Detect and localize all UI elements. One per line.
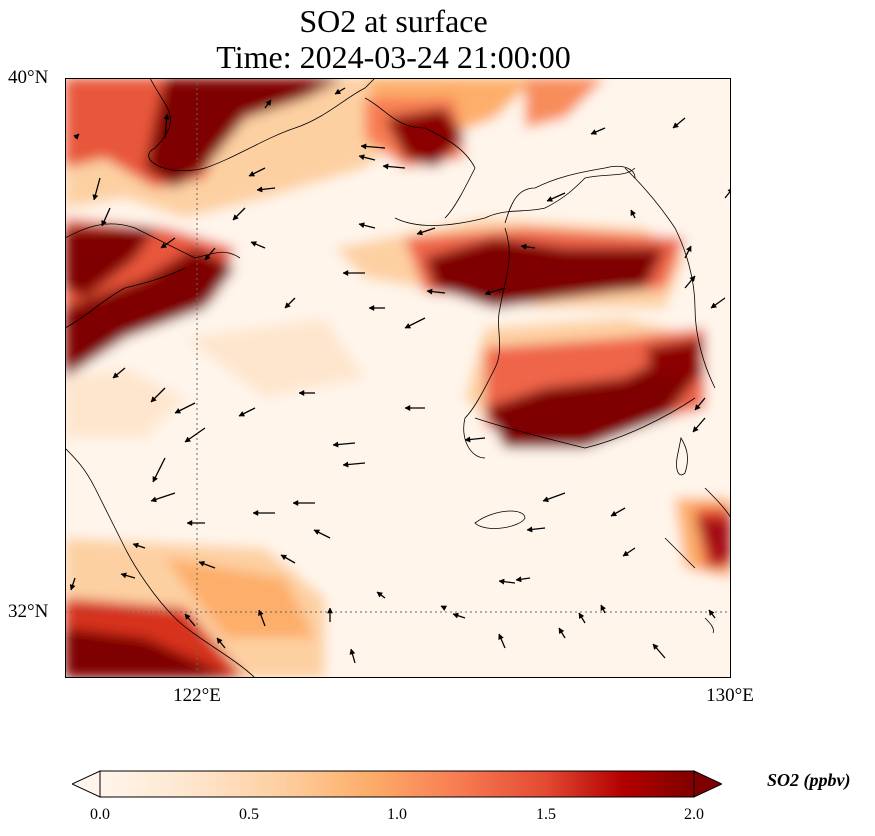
wind-arrow-head: [464, 436, 471, 443]
wind-arrow-head: [280, 554, 288, 561]
wind-arrow-head: [92, 194, 99, 201]
colorbar: [70, 770, 724, 798]
colorbar-tick: 0.5: [239, 806, 259, 823]
wind-arrow-head: [652, 643, 659, 650]
wind-arrow-head: [404, 322, 412, 329]
wind-arrow-head: [672, 122, 679, 129]
wind-arrow-head: [101, 219, 107, 227]
wind-arrow-head: [498, 578, 505, 585]
wind-arrow-head: [630, 209, 637, 217]
so2-map: [65, 78, 731, 678]
wind-arrow-head: [694, 404, 701, 411]
wind-arrow-head: [416, 229, 423, 236]
wind-arrow-head: [250, 241, 258, 247]
wind-arrow-head: [112, 372, 119, 379]
wind-arrow-head: [73, 133, 80, 140]
wind-arrow-head: [298, 389, 305, 397]
wind-arrow-head: [452, 612, 459, 619]
colorbar-extend-high: [693, 770, 724, 798]
wind-arrow-head: [578, 612, 585, 620]
wind-arrow-head: [150, 496, 157, 503]
wind-arrow-head: [685, 245, 692, 253]
wind-arrow-head: [120, 572, 127, 579]
wind-arrow-head: [163, 113, 170, 120]
wind-arrow-head: [252, 509, 259, 517]
wind-arrow-head: [326, 607, 334, 614]
wind-arrow-head: [238, 410, 246, 417]
lon-tick-130e: 130°E: [706, 685, 754, 706]
wind-arrow-head: [610, 510, 618, 517]
wind-arrow-head: [150, 396, 157, 403]
wind-arrow-head: [590, 129, 598, 135]
wind-arrow-head: [558, 627, 565, 635]
wind-arrow-head: [358, 154, 365, 161]
wind-arrow-head: [152, 475, 159, 483]
wind-arrow-head: [368, 304, 375, 312]
wind-arrow-head: [265, 99, 272, 107]
wind-arrow-head: [358, 222, 365, 229]
wind-arrow-head: [710, 302, 718, 309]
wind-arrow-head: [256, 186, 263, 193]
wind-arrow-head: [160, 242, 168, 249]
wind-arrow-head: [216, 637, 223, 644]
colorbar-tick: 2.0: [684, 806, 704, 823]
so2-field: [65, 78, 731, 678]
gridlines: [65, 78, 731, 678]
wind-arrow-head: [186, 519, 193, 527]
wind-arrow-head: [542, 496, 549, 503]
lat-tick-32n: 32°N: [8, 601, 49, 622]
wind-arrow-head: [232, 214, 239, 221]
colorbar-label: SO2 (ppbv): [767, 770, 851, 790]
colorbar-tick: 1.0: [387, 806, 407, 823]
wind-arrow-head: [184, 436, 192, 443]
wind-arrow-head: [515, 576, 522, 583]
wind-arrow-head: [313, 529, 321, 536]
wind-arrow-head: [600, 604, 607, 612]
colorbar-gradient: [99, 770, 695, 798]
wind-arrow-head: [69, 584, 76, 591]
lon-tick-122e: 122°E: [173, 685, 221, 706]
wind-arrow-head: [204, 254, 211, 261]
wind-arrow-head: [708, 609, 715, 617]
wind-arrow-head: [498, 633, 504, 641]
wind-arrow-head: [692, 426, 699, 433]
wind-arrow-head: [334, 88, 342, 95]
map-title: SO2 at surface: [299, 3, 488, 39]
wind-arrow-head: [198, 561, 205, 567]
wind-arrow-head: [248, 170, 256, 177]
wind-arrow-head: [622, 550, 630, 557]
lat-tick-40n: 40°N: [8, 67, 49, 88]
coastlines: [65, 78, 731, 678]
wind-arrow-head: [376, 591, 384, 598]
wind-arrow-head: [440, 605, 448, 612]
wind-arrow-head: [292, 499, 299, 507]
wind-arrow-head: [174, 407, 182, 414]
wind-arrow-head: [132, 542, 139, 549]
wind-arrow: [724, 189, 731, 199]
wind-arrow-head: [546, 196, 554, 202]
wind-arrow-head: [349, 648, 356, 655]
wind-arrow-head: [342, 269, 349, 277]
map-subtitle: Time: 2024-03-24 21:00:00: [216, 39, 571, 75]
wind-arrow-head: [332, 441, 339, 448]
wind-arrow-head: [258, 609, 264, 616]
wind-arrow-head: [426, 288, 433, 295]
wind-arrow-head: [382, 163, 389, 170]
wind-arrow-head: [360, 143, 367, 150]
colorbar-tick: 1.5: [536, 806, 556, 823]
wind-arrow-head: [404, 404, 411, 412]
wind-arrow-head: [342, 461, 349, 468]
wind-arrow-head: [484, 289, 491, 296]
wind-arrow-head: [526, 526, 533, 533]
wind-arrow-head: [184, 613, 191, 620]
wind-arrow-head: [284, 302, 291, 309]
colorbar-extend-low: [70, 770, 101, 798]
wind-arrow-head: [520, 243, 527, 250]
wind-vectors: [69, 87, 731, 664]
wind-arrow-head: [689, 275, 696, 282]
colorbar-tick: 0.0: [90, 806, 110, 823]
